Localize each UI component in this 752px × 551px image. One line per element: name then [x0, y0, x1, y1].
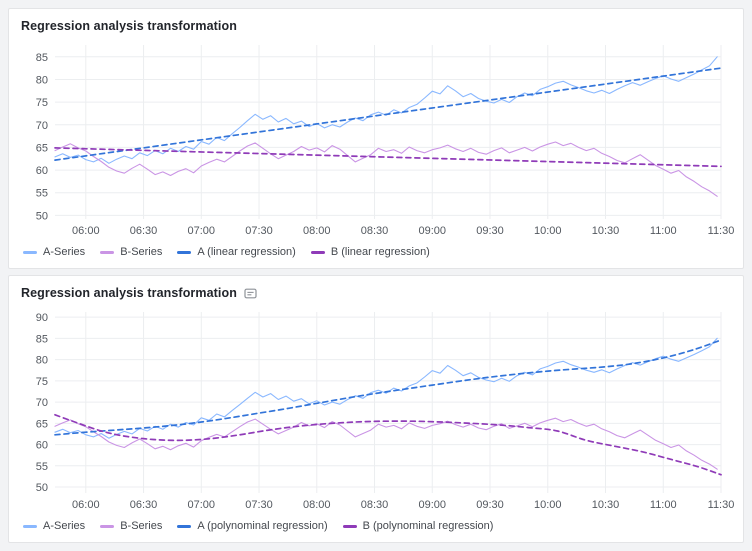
x-tick-label: 07:00 — [188, 499, 216, 511]
legend-label: B-Series — [120, 246, 163, 258]
y-tick-label: 50 — [36, 482, 48, 494]
x-tick-label: 11:30 — [708, 225, 735, 237]
legend-item-a-series[interactable]: A-Series — [23, 246, 85, 258]
series-line-a-polynominal-regression — [54, 339, 722, 436]
x-tick-label: 08:00 — [303, 225, 331, 237]
x-tick-label: 07:30 — [245, 499, 273, 511]
legend-swatch-icon — [100, 250, 115, 254]
y-tick-label: 90 — [36, 312, 48, 324]
y-tick-label: 55 — [36, 188, 48, 200]
x-tick-label: 06:30 — [130, 499, 158, 511]
legend-swatch-icon — [23, 524, 37, 528]
panel-title[interactable]: Regression analysis transformation — [21, 286, 237, 300]
legend-label: A-Series — [43, 246, 86, 258]
x-tick-label: 11:00 — [650, 499, 677, 511]
y-tick-label: 75 — [36, 376, 48, 388]
legend-swatch-icon — [177, 250, 192, 254]
legend-swatch-icon — [342, 524, 357, 528]
y-tick-label: 85 — [36, 52, 48, 64]
x-tick-label: 11:30 — [708, 499, 735, 511]
chart-canvas[interactable]: 50 55 60 65 70 75 80 85 06:00 06:30 07:00 07:30 08:0… — [21, 37, 734, 239]
y-tick-label: 60 — [36, 440, 48, 452]
panel-header: Regression analysis transformation — [21, 284, 731, 302]
x-tick-label: 09:00 — [419, 225, 447, 237]
axis-tick-labels: 50 55 60 65 70 75 80 85 90 06:00 06:30 07:00 07:30 08… — [36, 312, 735, 511]
y-tick-label: 85 — [36, 333, 48, 345]
legend-label: A (linear regression) — [197, 246, 296, 258]
axis-tick-labels: 50 55 60 65 70 75 80 85 06:00 06:30 07:00 07:30 08:0… — [36, 52, 735, 237]
legend-swatch-icon — [23, 250, 37, 254]
legend-label: A (polynominal regression) — [197, 520, 328, 532]
timeseries-chart-polynomial[interactable]: 50 55 60 65 70 75 80 85 90 06:00 06:30 07:00 07:30 08… — [21, 304, 734, 513]
y-tick-label: 80 — [36, 355, 48, 367]
y-tick-label: 65 — [36, 142, 48, 154]
legend-item-a-series[interactable]: A-Series — [23, 520, 85, 532]
panel-linear-regression: Regression analysis transformation 50 55 6… — [8, 8, 744, 269]
x-tick-label: 10:30 — [592, 225, 620, 237]
y-tick-label: 50 — [36, 210, 48, 222]
legend-swatch-icon — [100, 524, 115, 528]
legend-swatch-icon — [177, 524, 192, 528]
grid — [55, 45, 722, 219]
y-tick-label: 60 — [36, 165, 48, 177]
timeseries-chart-linear[interactable]: 50 55 60 65 70 75 80 85 06:00 06:30 07:00 07:30 08:0… — [21, 37, 734, 239]
x-tick-label: 09:30 — [476, 225, 504, 237]
panel-title[interactable]: Regression analysis transformation — [21, 19, 237, 33]
chart-legend: A-Series B-Series A (polynominal regressio… — [21, 513, 731, 536]
x-tick-label: 10:30 — [592, 499, 620, 511]
x-tick-label: 11:00 — [650, 225, 677, 237]
y-tick-label: 65 — [36, 418, 48, 430]
panel-header: Regression analysis transformation — [21, 17, 731, 35]
series-line-a-series — [54, 337, 718, 439]
x-tick-label: 06:30 — [130, 225, 158, 237]
x-tick-label: 07:00 — [188, 225, 216, 237]
y-tick-label: 70 — [36, 397, 48, 409]
y-tick-label: 55 — [36, 461, 48, 473]
x-tick-label: 08:30 — [361, 499, 389, 511]
legend-label: B (polynominal regression) — [362, 520, 494, 532]
x-tick-label: 08:00 — [303, 499, 331, 511]
x-tick-label: 06:00 — [72, 225, 100, 237]
x-tick-label: 09:30 — [476, 499, 504, 511]
series-line-b-series — [54, 417, 718, 470]
series-line-b-series — [54, 141, 718, 197]
legend-label: A-Series — [43, 520, 86, 532]
legend-label: B-Series — [120, 520, 163, 532]
series-line-a-linear-regression — [54, 67, 722, 161]
legend-swatch-icon — [310, 250, 325, 254]
x-tick-label: 06:00 — [72, 499, 100, 511]
x-tick-label: 07:30 — [245, 225, 273, 237]
x-tick-label: 08:30 — [361, 225, 389, 237]
grid — [55, 312, 722, 493]
panel-description-icon[interactable] — [244, 287, 257, 300]
x-tick-label: 10:00 — [534, 499, 562, 511]
legend-item-b-polynominal-regression[interactable]: B (polynominal regression) — [342, 520, 494, 532]
y-tick-label: 70 — [36, 120, 48, 132]
legend-item-b-series[interactable]: B-Series — [100, 246, 162, 258]
legend-item-a-linear-regression[interactable]: A (linear regression) — [177, 246, 296, 258]
legend-label: B (linear regression) — [330, 246, 430, 258]
y-tick-label: 80 — [36, 74, 48, 86]
series-line-b-polynominal-regression — [54, 413, 722, 476]
legend-item-a-polynominal-regression[interactable]: A (polynominal regression) — [177, 520, 328, 532]
legend-item-b-series[interactable]: B-Series — [100, 520, 162, 532]
x-tick-label: 09:00 — [419, 499, 447, 511]
x-tick-label: 10:00 — [534, 225, 562, 237]
legend-item-b-linear-regression[interactable]: B (linear regression) — [310, 246, 430, 258]
chart-legend: A-Series B-Series A (linear regression) B (… — [21, 239, 731, 262]
y-tick-label: 75 — [36, 97, 48, 109]
panel-polynomial-regression: Regression analysis transformation 50 55 6… — [8, 275, 744, 543]
chart-canvas[interactable]: 50 55 60 65 70 75 80 85 90 06:00 06:30 07:00 07:30 08… — [21, 304, 734, 513]
series-line-b-linear-regression — [54, 147, 722, 168]
